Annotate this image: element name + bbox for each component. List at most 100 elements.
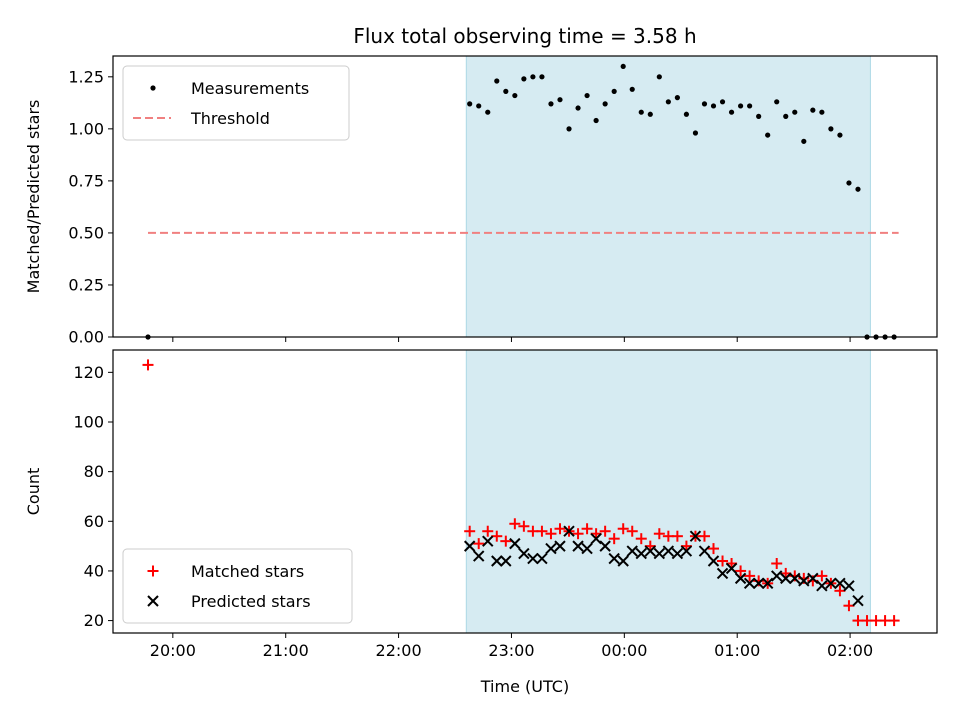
x-tick-label: 02:00	[827, 641, 873, 660]
y-tick-label: 120	[73, 363, 104, 382]
y-tick-label: 0.00	[68, 328, 104, 347]
series-0	[145, 63, 897, 340]
x-tick-label: 21:00	[263, 641, 309, 660]
data-point	[708, 543, 720, 555]
x-tick-label: 22:00	[376, 641, 422, 660]
data-point	[734, 572, 747, 585]
data-point	[476, 103, 482, 109]
data-point	[482, 525, 494, 537]
data-point	[581, 523, 593, 535]
data-point	[774, 99, 780, 105]
data-point	[665, 99, 671, 105]
data-point	[701, 101, 708, 107]
legend-box	[122, 65, 350, 141]
data-point	[756, 113, 762, 119]
data-point	[509, 518, 521, 530]
data-point	[518, 520, 530, 532]
data-point	[671, 530, 683, 542]
data-point	[518, 547, 530, 560]
data-point	[716, 567, 729, 580]
y-tick-label: 40	[84, 561, 104, 580]
data-point	[536, 525, 548, 537]
data-point	[888, 615, 900, 627]
data-point	[617, 555, 629, 567]
data-point	[653, 528, 665, 540]
data-point	[855, 186, 861, 192]
data-point	[689, 530, 702, 542]
data-point	[626, 545, 638, 557]
data-point	[521, 76, 527, 82]
chart-title: Flux total observing time = 3.58 h	[353, 24, 696, 48]
data-point	[611, 88, 617, 94]
data-point	[807, 572, 819, 585]
data-point	[473, 550, 485, 562]
y-tick-label: 0.75	[68, 171, 104, 190]
data-point	[626, 525, 638, 537]
data-point	[852, 595, 864, 607]
data-point	[563, 525, 575, 537]
x-tick-label: 20:00	[150, 641, 196, 660]
data-point	[653, 547, 666, 560]
axes-frame	[112, 349, 938, 634]
count-panel: 20 40 60 80 100 120 20:00 21:00 22:00 23:00 00:00 0…	[24, 349, 938, 660]
data-point	[620, 63, 626, 70]
data-point	[554, 523, 566, 535]
data-point	[599, 540, 611, 552]
data-point	[494, 78, 500, 84]
data-point	[737, 103, 744, 109]
legend-swatch	[147, 565, 159, 577]
data-point	[828, 126, 834, 132]
data-point	[509, 537, 521, 550]
observing-window-band	[465, 349, 871, 634]
x-tick-label: 00:00	[601, 641, 647, 660]
observing-window-band	[465, 55, 871, 338]
data-point	[629, 86, 635, 92]
data-point	[761, 577, 774, 590]
x-tick-label: 01:00	[714, 641, 760, 660]
data-point	[743, 577, 756, 590]
data-point	[798, 575, 810, 587]
data-point	[536, 552, 548, 565]
y-tick-label: 80	[84, 462, 104, 481]
y-tick-label: 1.00	[68, 119, 104, 138]
y-tick-label: 60	[84, 512, 104, 531]
legend-box	[122, 548, 353, 624]
data-point	[656, 74, 662, 80]
legend-label: Matched stars	[191, 562, 304, 581]
data-point	[527, 552, 539, 565]
y-tick-label: 100	[73, 412, 104, 431]
data-point	[647, 111, 653, 117]
data-point	[644, 545, 657, 557]
data-point	[717, 555, 729, 567]
data-point	[467, 101, 473, 107]
y-tick-label: 0.25	[68, 275, 104, 294]
data-point	[692, 130, 699, 136]
data-point	[810, 107, 816, 113]
y-tick-label: 20	[84, 611, 104, 630]
data-point	[698, 545, 711, 557]
data-point	[557, 97, 563, 103]
data-point	[662, 545, 675, 557]
legend-swatch	[147, 595, 159, 607]
data-point	[843, 580, 855, 592]
data-point	[710, 103, 717, 109]
data-point	[635, 533, 647, 545]
data-point	[473, 538, 485, 550]
data-point	[590, 532, 602, 545]
data-point	[593, 117, 599, 124]
data-point	[819, 109, 825, 115]
data-point	[843, 600, 855, 612]
data-point	[617, 523, 629, 535]
legend-swatch	[150, 85, 156, 91]
data-point	[674, 95, 680, 101]
data-point	[698, 530, 710, 542]
data-point	[834, 585, 846, 597]
data-point	[783, 113, 789, 119]
data-point	[837, 132, 843, 138]
axes-frame	[112, 55, 938, 338]
data-point	[816, 570, 828, 582]
y-axis-label: Count	[24, 468, 43, 516]
legend: Measurements Threshold	[122, 65, 350, 141]
